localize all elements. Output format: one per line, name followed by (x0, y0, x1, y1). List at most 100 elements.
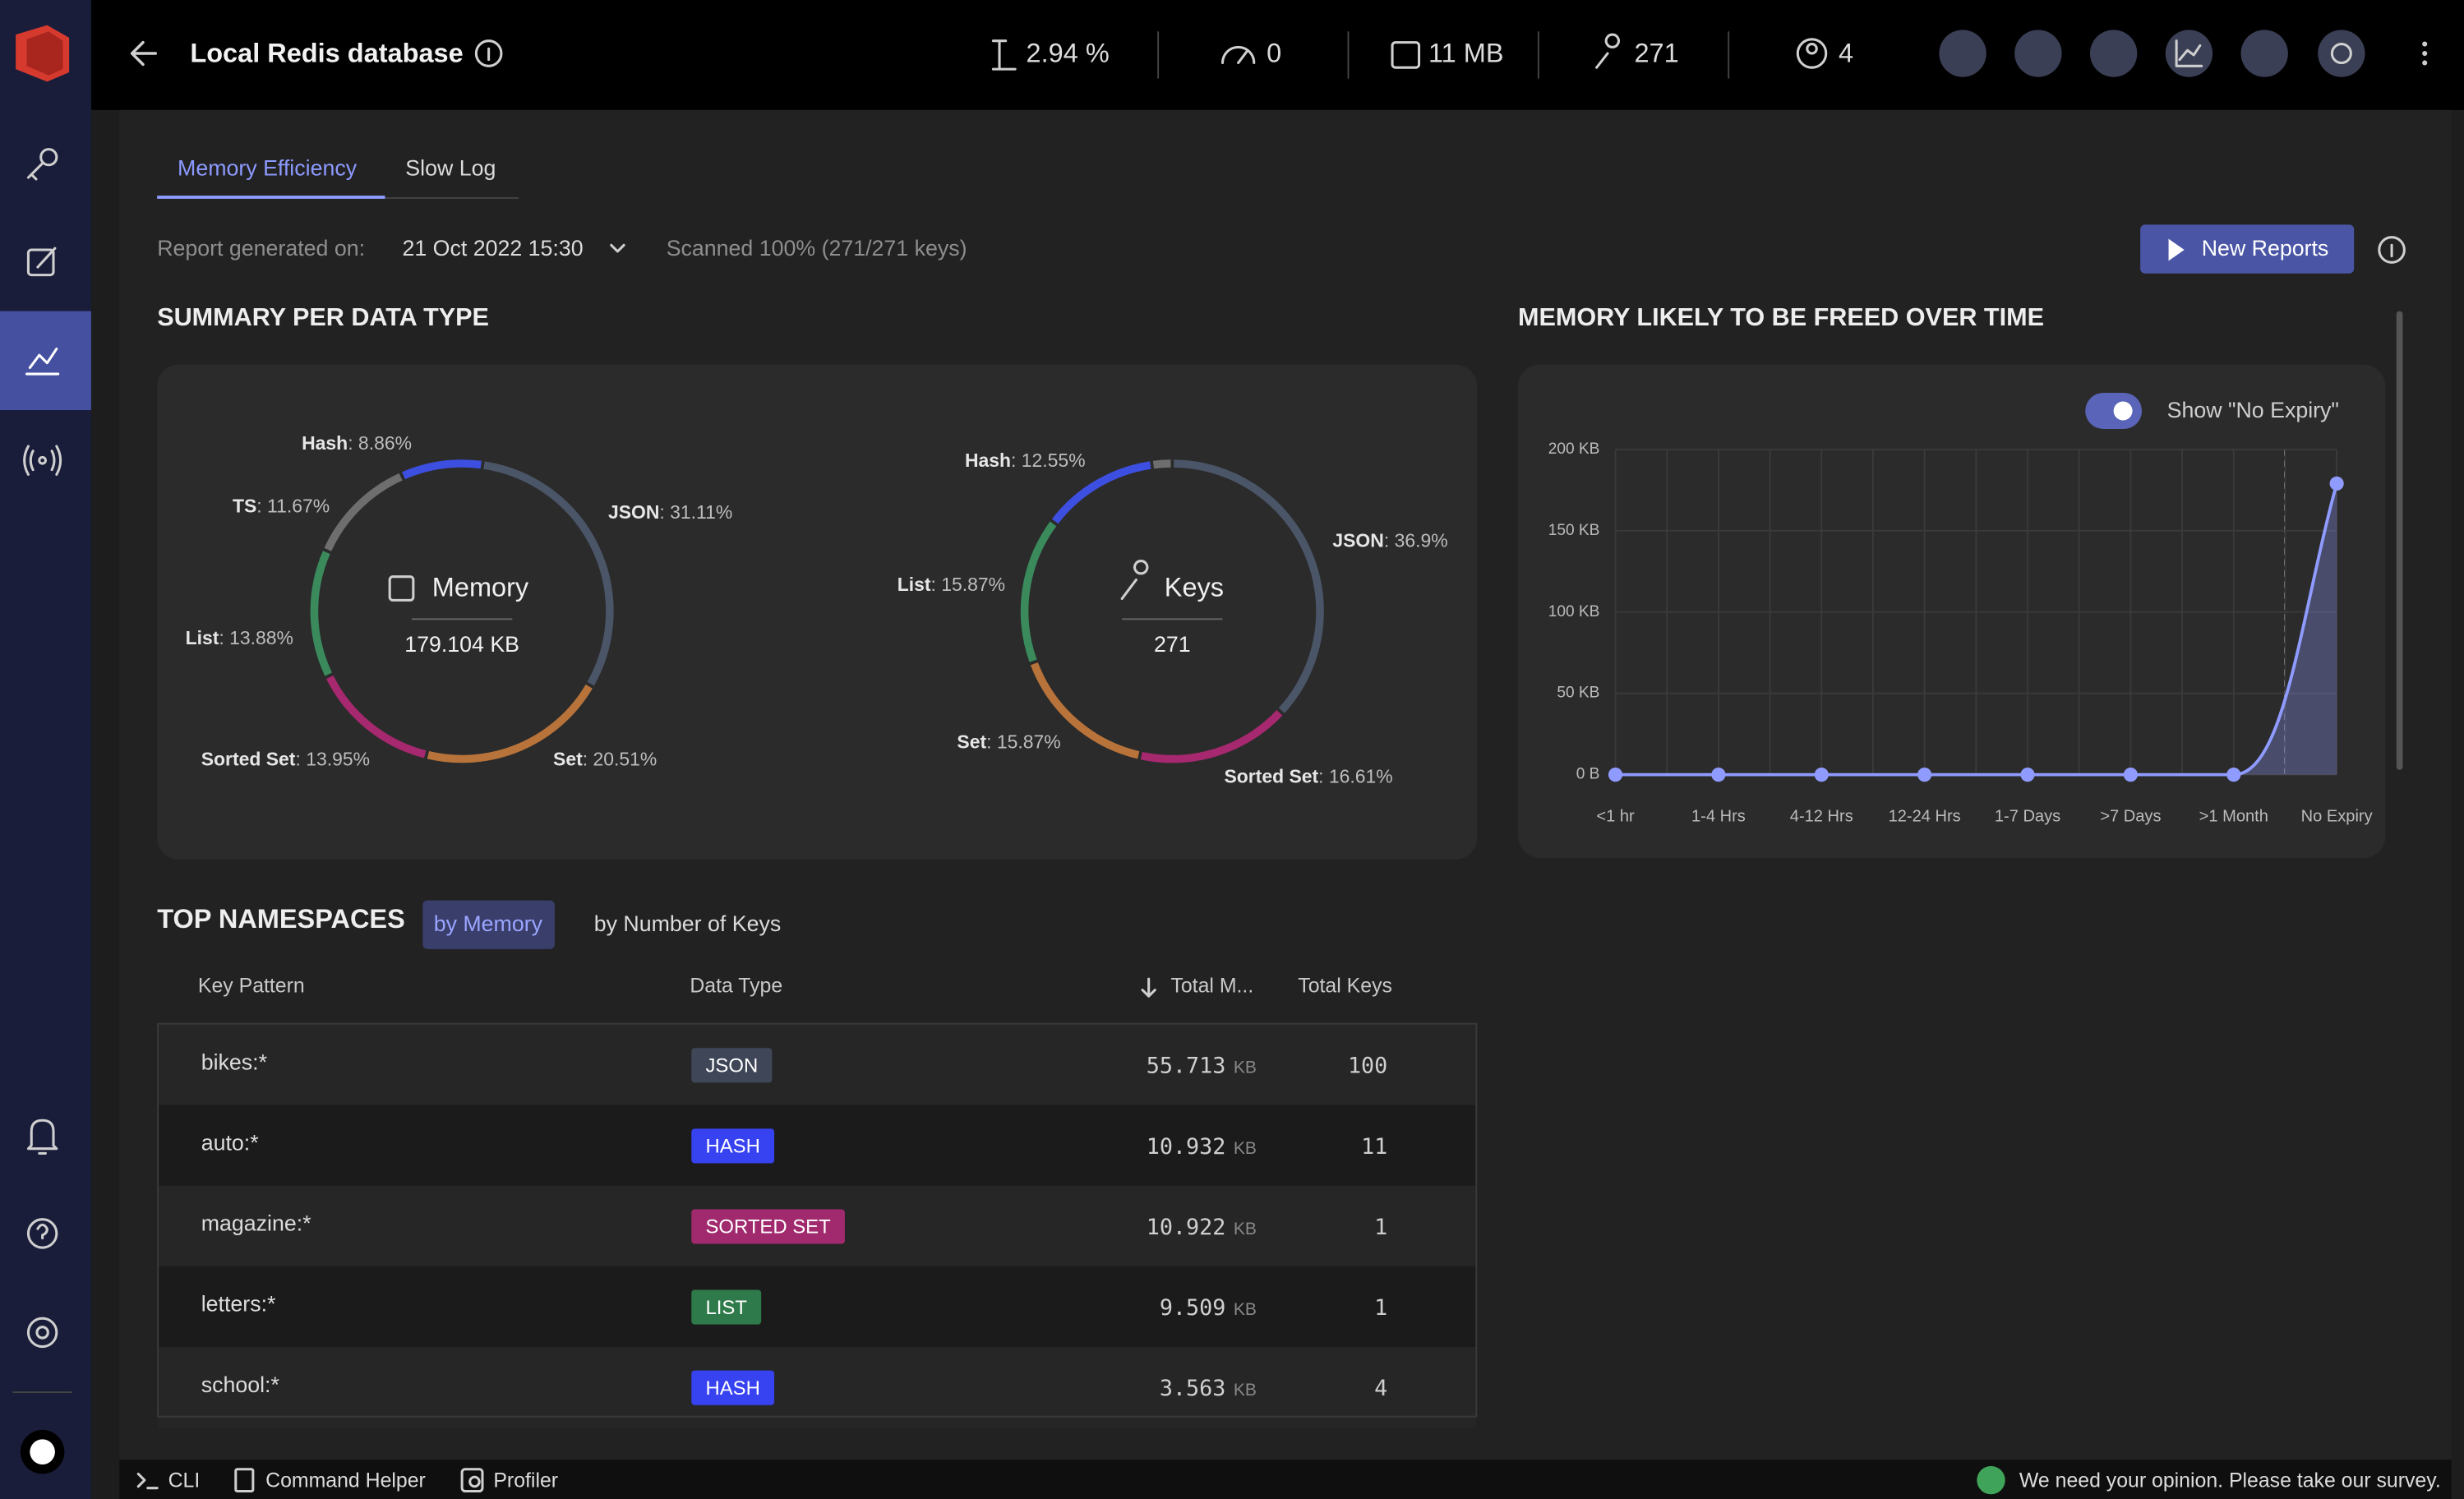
toggle-knob (2113, 401, 2133, 421)
y-tick-label: 50 KB (1557, 685, 1599, 702)
chart-glyph (2175, 39, 2203, 67)
date-chevron[interactable] (610, 243, 625, 253)
toolbar-button[interactable] (2089, 30, 2138, 77)
type-badge (691, 1128, 775, 1164)
toolbar-button[interactable] (1939, 30, 1986, 77)
settings-glyph (2330, 43, 2352, 65)
pubsub-icon[interactable] (23, 445, 62, 476)
memory-icon (388, 575, 415, 602)
donut-label: TS: 11.67% (233, 496, 330, 517)
scanned-info: Scanned 100% (271/271 keys) (667, 236, 967, 261)
type-badge (691, 1370, 775, 1405)
table-row[interactable] (159, 1024, 1476, 1105)
column-header[interactable]: Total Keys (1298, 975, 1392, 997)
point[interactable] (2020, 768, 2035, 782)
help-icon[interactable] (26, 1218, 58, 1249)
total-memory: 10.932 (1147, 1134, 1226, 1160)
survey-icon (1977, 1465, 2005, 1495)
filter[interactable]: by Number of Keys (594, 911, 781, 936)
y-tick-label: 100 KB (1548, 603, 1600, 620)
donut-label: Set: 15.87% (957, 731, 1060, 752)
footer-cli[interactable]: CLI (168, 1470, 201, 1492)
sort-icon[interactable] (1141, 977, 1156, 998)
browser-icon[interactable] (26, 148, 58, 181)
table-row[interactable] (159, 1346, 1476, 1428)
more-menu[interactable] (2422, 41, 2428, 66)
donut-label: Sorted Set: 13.95% (201, 748, 370, 769)
label-value: : 11.67% (256, 496, 330, 517)
donut-label: Hash: 12.55% (965, 450, 1086, 471)
tab[interactable]: Slow Log (405, 156, 496, 181)
back-button[interactable] (130, 40, 158, 67)
settings-icon[interactable] (26, 1317, 58, 1349)
toolbar-button[interactable] (2240, 30, 2288, 77)
total-memory: 10.922 (1147, 1215, 1226, 1240)
point[interactable] (1917, 768, 1932, 782)
footer-survey[interactable]: We need your opinion. Please take our su… (2019, 1470, 2441, 1492)
top-bar (90, 0, 2464, 110)
point[interactable] (1711, 768, 1726, 782)
summary-card (157, 364, 1478, 860)
toolbar-button[interactable] (2014, 30, 2062, 77)
label-value: : 36.9% (1384, 530, 1448, 551)
toolbar-button[interactable] (2318, 30, 2365, 77)
logo[interactable] (16, 25, 70, 82)
cpu-stat: 2.94 % (1027, 38, 1110, 67)
label-category: List (897, 574, 931, 595)
x-tick-label: 12-24 Hrs (1889, 808, 1961, 826)
memory-unit: KB (1234, 1139, 1257, 1158)
point[interactable] (1814, 768, 1829, 782)
column-header[interactable]: Total M... (1170, 975, 1253, 997)
new-reports-button[interactable] (2140, 224, 2355, 274)
x-tick-label: <1 hr (1596, 808, 1635, 826)
table-row[interactable] (159, 1266, 1476, 1347)
toolbar-button[interactable] (2165, 30, 2213, 77)
total-keys: 11 (1361, 1134, 1387, 1160)
workbench-icon[interactable] (26, 247, 57, 277)
table-row[interactable] (159, 1105, 1476, 1186)
donut-segment (1140, 710, 1283, 763)
label-category: Sorted Set (201, 748, 296, 769)
donut-segment (483, 461, 614, 686)
type-badge (691, 1048, 773, 1083)
label-value: : 15.87% (986, 731, 1061, 752)
donut-segment (1051, 461, 1151, 524)
donut-label: JSON: 36.9% (1332, 530, 1447, 551)
label-value: : 15.87% (931, 574, 1006, 595)
point[interactable] (2123, 768, 2139, 782)
label-category: Set (553, 748, 583, 769)
report-info-icon[interactable] (2378, 236, 2406, 264)
filter-active[interactable] (422, 900, 555, 949)
donut-segment (326, 675, 427, 759)
donut-segment (1030, 662, 1140, 759)
report-date[interactable]: 21 Oct 2022 15:30 (402, 236, 583, 261)
point[interactable] (1608, 768, 1623, 782)
point[interactable] (2226, 768, 2241, 782)
profiler-icon (460, 1468, 484, 1493)
label-value: : 12.55% (1011, 450, 1086, 471)
footer-helper[interactable]: Command Helper (265, 1470, 426, 1492)
center-value: 271 (1154, 632, 1191, 657)
keys-stat: 271 (1634, 38, 1678, 67)
donut-center: Keys 271 (1120, 560, 1224, 657)
notifications-icon[interactable] (26, 1118, 58, 1155)
footer-profiler[interactable]: Profiler (493, 1470, 558, 1492)
donut-segment (1174, 459, 1324, 713)
info-icon[interactable] (474, 39, 503, 67)
y-tick-label: 200 KB (1548, 440, 1600, 458)
point[interactable] (2329, 476, 2344, 491)
report-label: Report generated on: (157, 236, 365, 261)
analysis-icon (25, 347, 60, 376)
donut-label: Sorted Set: 16.61% (1224, 766, 1392, 787)
key-pattern: magazine:* (201, 1211, 311, 1236)
tab-active[interactable]: Memory Efficiency (178, 156, 358, 181)
x-tick-label: >7 Days (2100, 808, 2161, 826)
clients-icon (1796, 38, 1828, 69)
y-tick-label: 0 B (1576, 766, 1600, 783)
keys-icon (1595, 33, 1620, 69)
github-icon (30, 1439, 55, 1464)
total-memory: 55.713 (1147, 1054, 1226, 1079)
center-title: Memory (432, 573, 529, 602)
